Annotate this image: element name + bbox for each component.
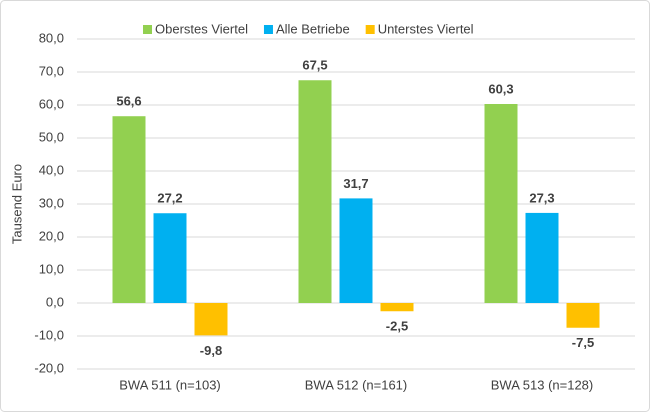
- bar: [194, 303, 228, 336]
- bar: [525, 212, 559, 303]
- y-tick-label: 60,0: [39, 96, 64, 111]
- y-tick-label: 70,0: [39, 63, 64, 78]
- legend-swatch: [263, 25, 273, 34]
- bar: [484, 104, 518, 303]
- bar: [380, 303, 414, 312]
- bar: [339, 198, 373, 303]
- legend-swatch: [365, 25, 375, 34]
- y-tick-label: 10,0: [39, 261, 64, 276]
- value-label: 31,7: [343, 176, 368, 191]
- x-tick-label: BWA 513 (n=128): [491, 377, 594, 392]
- y-tick-label: -10,0: [34, 327, 64, 342]
- y-tick-label: 50,0: [39, 129, 64, 144]
- y-tick-label: 20,0: [39, 228, 64, 243]
- y-tick-label: 80,0: [39, 30, 64, 45]
- value-label: 27,2: [157, 191, 182, 206]
- value-label: -2,5: [386, 319, 408, 334]
- value-label: -9,8: [200, 343, 222, 358]
- y-axis-title: Tausend Euro: [9, 164, 24, 244]
- x-tick-label: BWA 512 (n=161): [305, 377, 408, 392]
- y-tick-label: 30,0: [39, 195, 64, 210]
- bar: [153, 213, 187, 303]
- legend-label: Alle Betriebe: [276, 21, 350, 36]
- value-label: 60,3: [488, 81, 513, 96]
- value-label: -7,5: [572, 335, 594, 350]
- legend-label: Oberstes Viertel: [155, 21, 248, 36]
- value-label: 27,3: [529, 190, 554, 205]
- value-label: 56,6: [116, 94, 141, 109]
- y-tick-label: -20,0: [34, 360, 64, 375]
- y-tick-label: 0,0: [46, 294, 64, 309]
- bar: [298, 80, 332, 303]
- bar: [112, 116, 146, 303]
- legend-label: Unterstes Viertel: [378, 21, 474, 36]
- legend-swatch: [143, 25, 152, 34]
- y-tick-label: 40,0: [39, 162, 64, 177]
- x-tick-label: BWA 511 (n=103): [119, 377, 221, 392]
- value-label: 67,5: [302, 58, 327, 73]
- bar: [566, 303, 600, 328]
